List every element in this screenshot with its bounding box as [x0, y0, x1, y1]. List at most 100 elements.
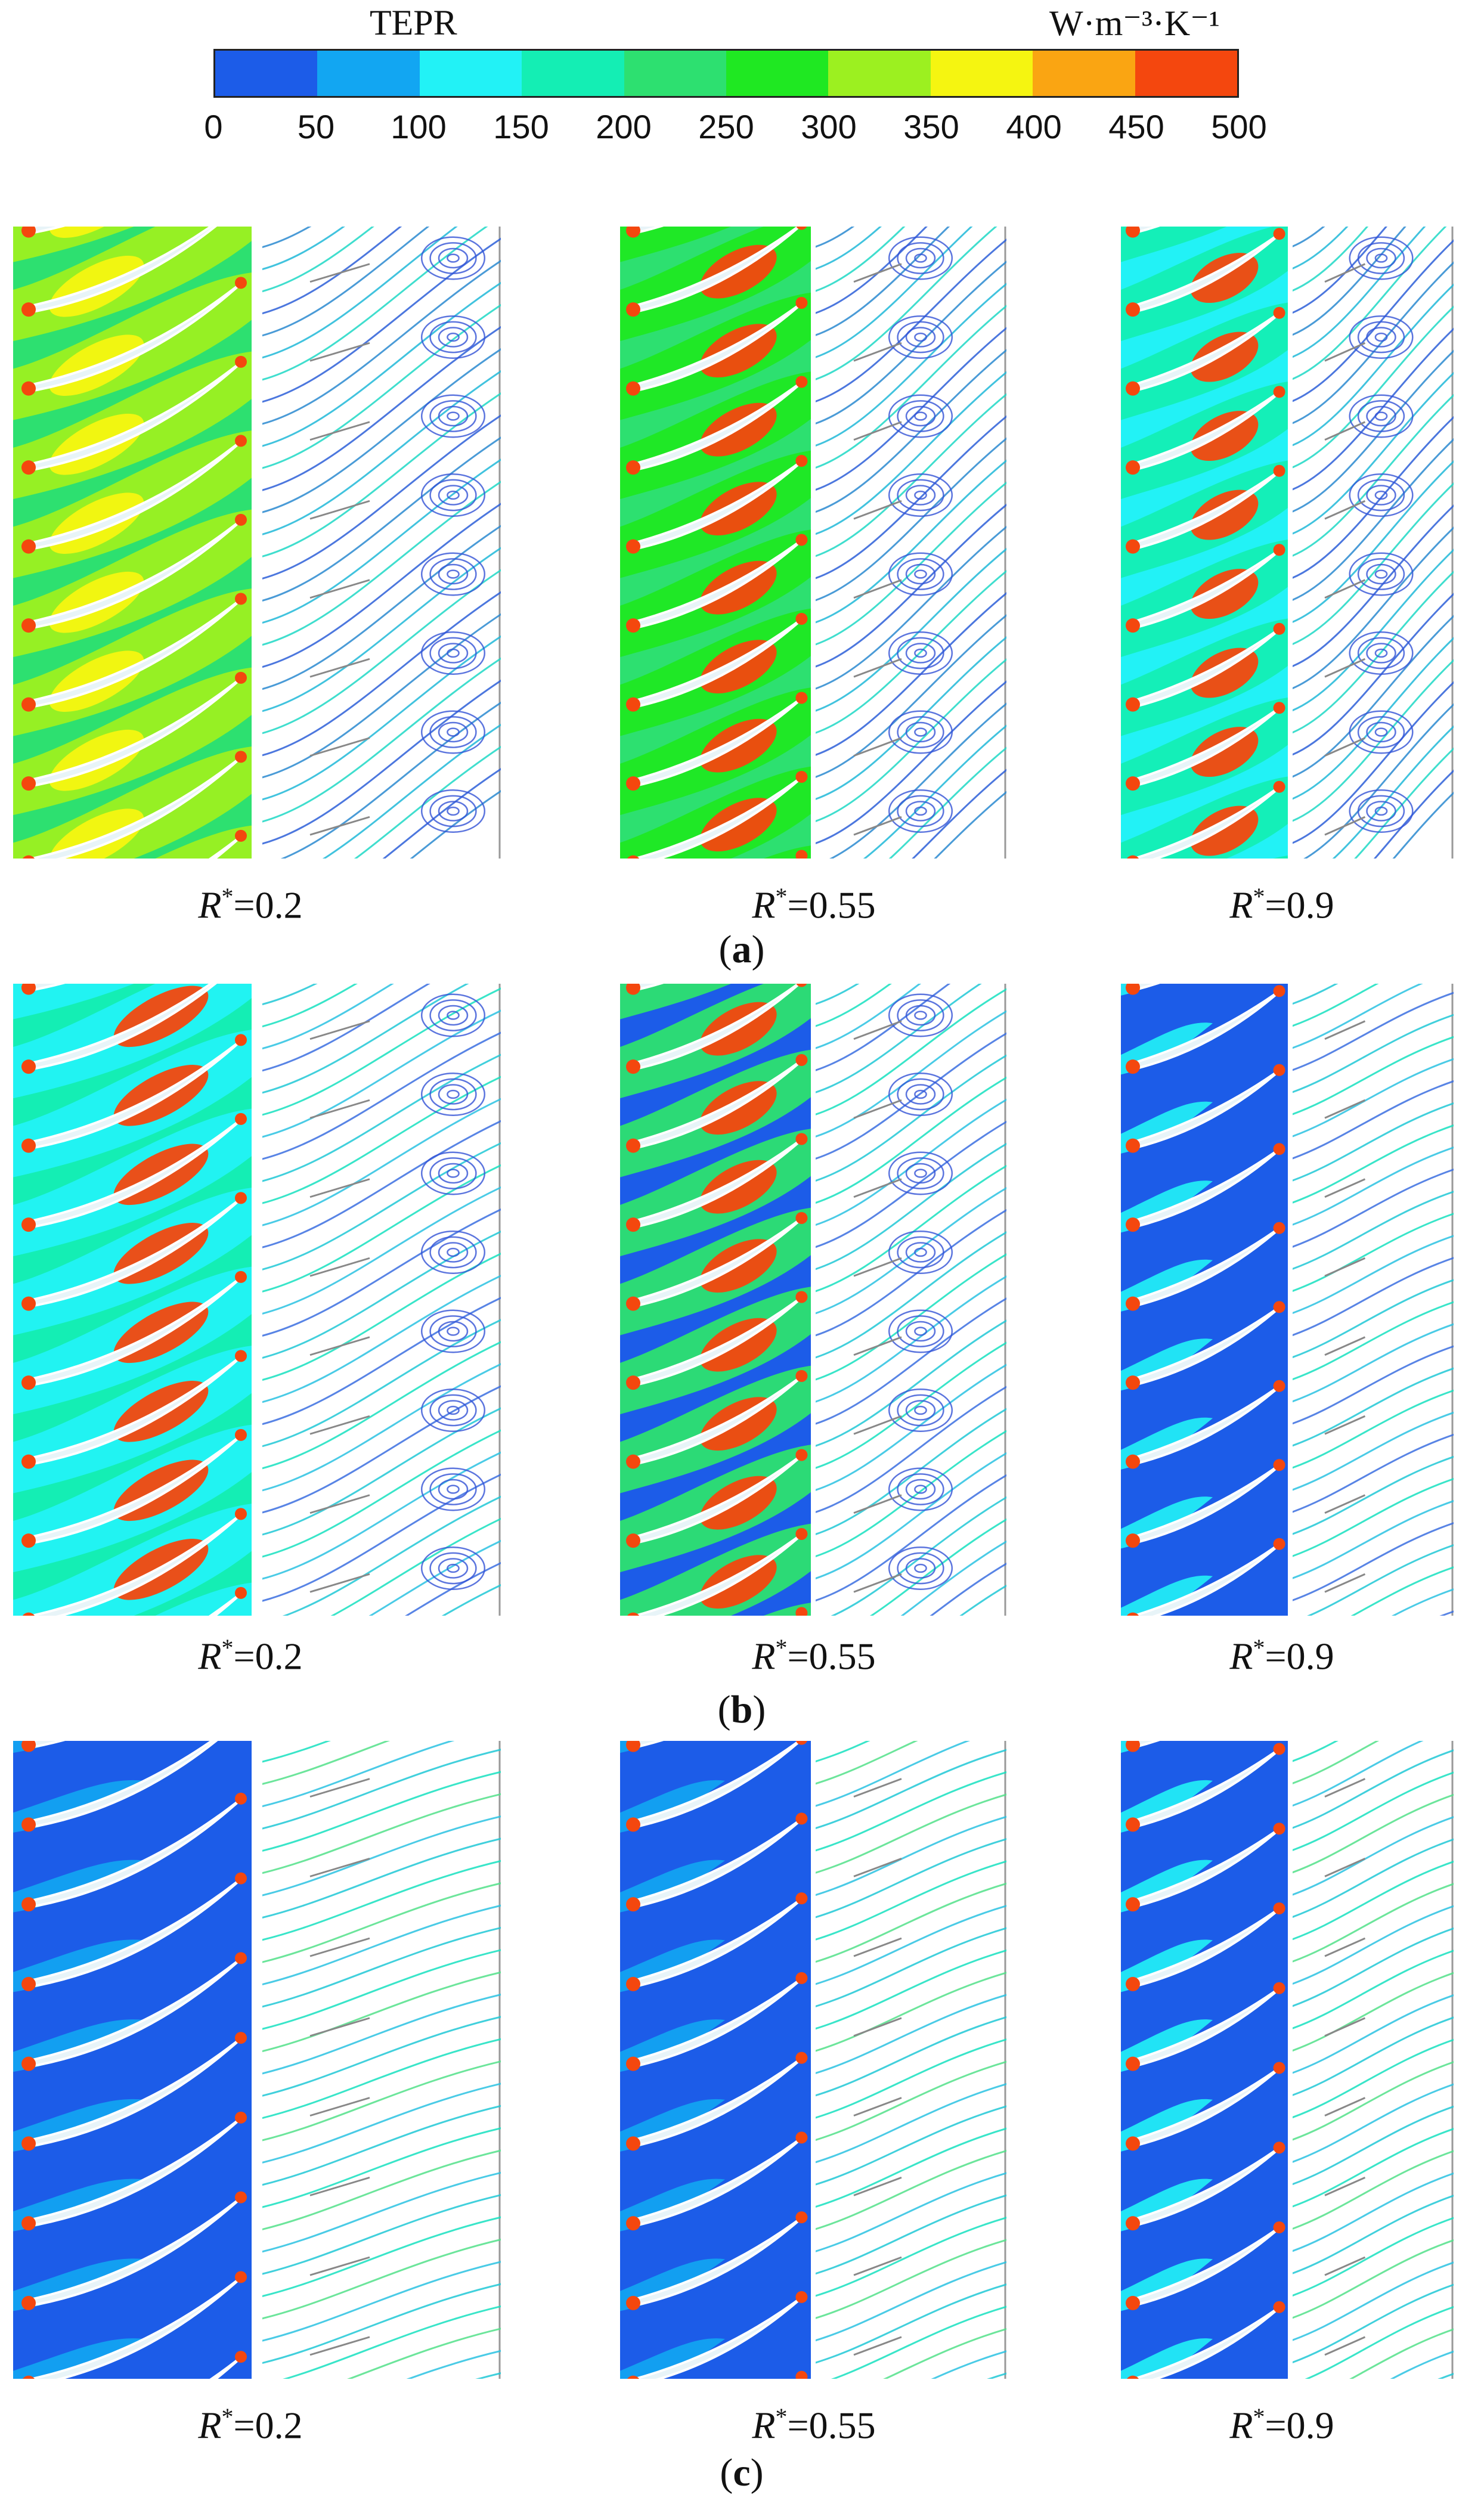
blade-leading-edge — [1126, 2295, 1140, 2310]
streamline — [1293, 1741, 1380, 1784]
vortex-ring — [905, 1084, 936, 1105]
vortex-ring — [905, 327, 936, 348]
vortex-ring — [905, 1005, 936, 1026]
blade-outline — [1324, 1257, 1366, 1277]
streamline — [1293, 1213, 1454, 1292]
streamline — [262, 569, 501, 735]
blade-outline — [853, 579, 902, 599]
contour-hot-core — [1190, 805, 1259, 856]
streamline — [1293, 1014, 1454, 1093]
streamline-background — [1293, 1741, 1454, 2379]
blade-leading-edge — [21, 2295, 36, 2310]
streamline — [912, 768, 1006, 859]
vortex-ring — [1357, 558, 1405, 590]
blade-trailing-edge — [1273, 1743, 1285, 1755]
blade-outline — [853, 1857, 902, 1877]
streamline — [1392, 791, 1454, 859]
streamline — [816, 1165, 1006, 1293]
streamline — [816, 227, 973, 358]
vortex-ring — [914, 1247, 927, 1257]
tepr-contour-plot — [13, 227, 252, 859]
streamline — [262, 2127, 501, 2208]
blade-leading-edge — [21, 2216, 36, 2231]
streamline — [816, 2261, 1006, 2342]
vortex-ring — [438, 247, 469, 269]
vortex-ring — [447, 332, 460, 342]
blade-trailing-edge — [235, 1034, 247, 1046]
streamline — [262, 227, 458, 359]
streamline — [1303, 703, 1454, 859]
vortex-ring — [1357, 321, 1405, 354]
streamline — [816, 2083, 1006, 2164]
streamline-plot — [262, 227, 501, 859]
vortex-ring — [897, 1236, 944, 1269]
blade-outline — [1324, 2017, 1366, 2037]
blade-leading-edge — [626, 618, 640, 633]
vortex-ring — [420, 631, 486, 675]
vortex-ring — [447, 253, 460, 263]
streamline — [262, 1771, 501, 1852]
vortex-ring — [429, 1236, 477, 1269]
blade-trailing-edge — [1273, 228, 1285, 240]
vortex-ring — [897, 795, 944, 828]
streamline — [1293, 1522, 1454, 1601]
blade-outline — [309, 2256, 370, 2276]
blade-trailing-edge — [1273, 1823, 1285, 1835]
streamline — [1293, 1455, 1454, 1535]
streamline — [1293, 227, 1369, 292]
vortex-ring — [905, 485, 936, 506]
blade-leading-edge — [1126, 697, 1140, 712]
blade-trailing-edge — [1273, 780, 1285, 793]
vortex-ring — [1366, 405, 1396, 427]
blade-outline — [309, 1099, 370, 1119]
vortex-ring — [438, 1558, 469, 1579]
streamline — [262, 370, 501, 535]
colorbar-segment-4 — [624, 51, 727, 96]
streamline — [816, 636, 1006, 800]
streamline — [816, 984, 892, 1027]
blade-leading-edge — [21, 1976, 36, 1991]
streamline — [816, 592, 1006, 756]
streamline — [1293, 438, 1454, 601]
streamline — [816, 437, 1006, 602]
vortex-ring — [420, 1151, 486, 1195]
blade-trailing-edge — [235, 2351, 247, 2363]
streamline — [816, 1972, 1006, 2052]
streamline — [816, 1882, 1006, 1963]
blade-outline — [853, 2176, 902, 2196]
streamline-plot — [262, 984, 501, 1616]
blade-outline — [853, 737, 902, 757]
vortex-ring — [897, 637, 944, 670]
vortex-ring — [447, 1485, 460, 1494]
streamline — [262, 2038, 501, 2119]
vortex-ring — [420, 552, 486, 596]
subfigure-letter: a — [732, 928, 752, 971]
blade-leading-edge — [1126, 618, 1140, 633]
blade-trailing-edge — [795, 376, 808, 388]
streamline — [816, 1341, 1006, 1469]
vortex-ring — [1374, 253, 1388, 263]
streamline — [1293, 1972, 1454, 2052]
caption-value: =0.2 — [233, 884, 303, 926]
blade-trailing-edge — [795, 1972, 808, 1984]
vortex-ring — [1366, 721, 1396, 743]
streamline — [262, 1186, 501, 1315]
colorbar-segment-6 — [828, 51, 931, 96]
streamline — [816, 1430, 1006, 1557]
blade-trailing-edge — [795, 1449, 808, 1461]
blade-leading-edge — [626, 1217, 640, 1232]
streamline — [816, 1209, 1006, 1337]
blade-trailing-edge — [235, 1792, 247, 1805]
blade-leading-edge — [626, 697, 640, 712]
blade-leading-edge — [21, 1059, 36, 1074]
vortex-ring — [438, 1479, 469, 1500]
blade-trailing-edge — [235, 1508, 247, 1520]
blade-leading-edge — [21, 1217, 36, 1232]
streamline — [322, 724, 501, 859]
tepr-contour-panel — [13, 984, 252, 1616]
streamline — [816, 1771, 1006, 1852]
blade-leading-edge — [626, 381, 640, 396]
vortex-ring — [888, 236, 953, 280]
blade-leading-edge — [1126, 2216, 1140, 2231]
colorbar-tick-label: 150 — [493, 108, 549, 145]
